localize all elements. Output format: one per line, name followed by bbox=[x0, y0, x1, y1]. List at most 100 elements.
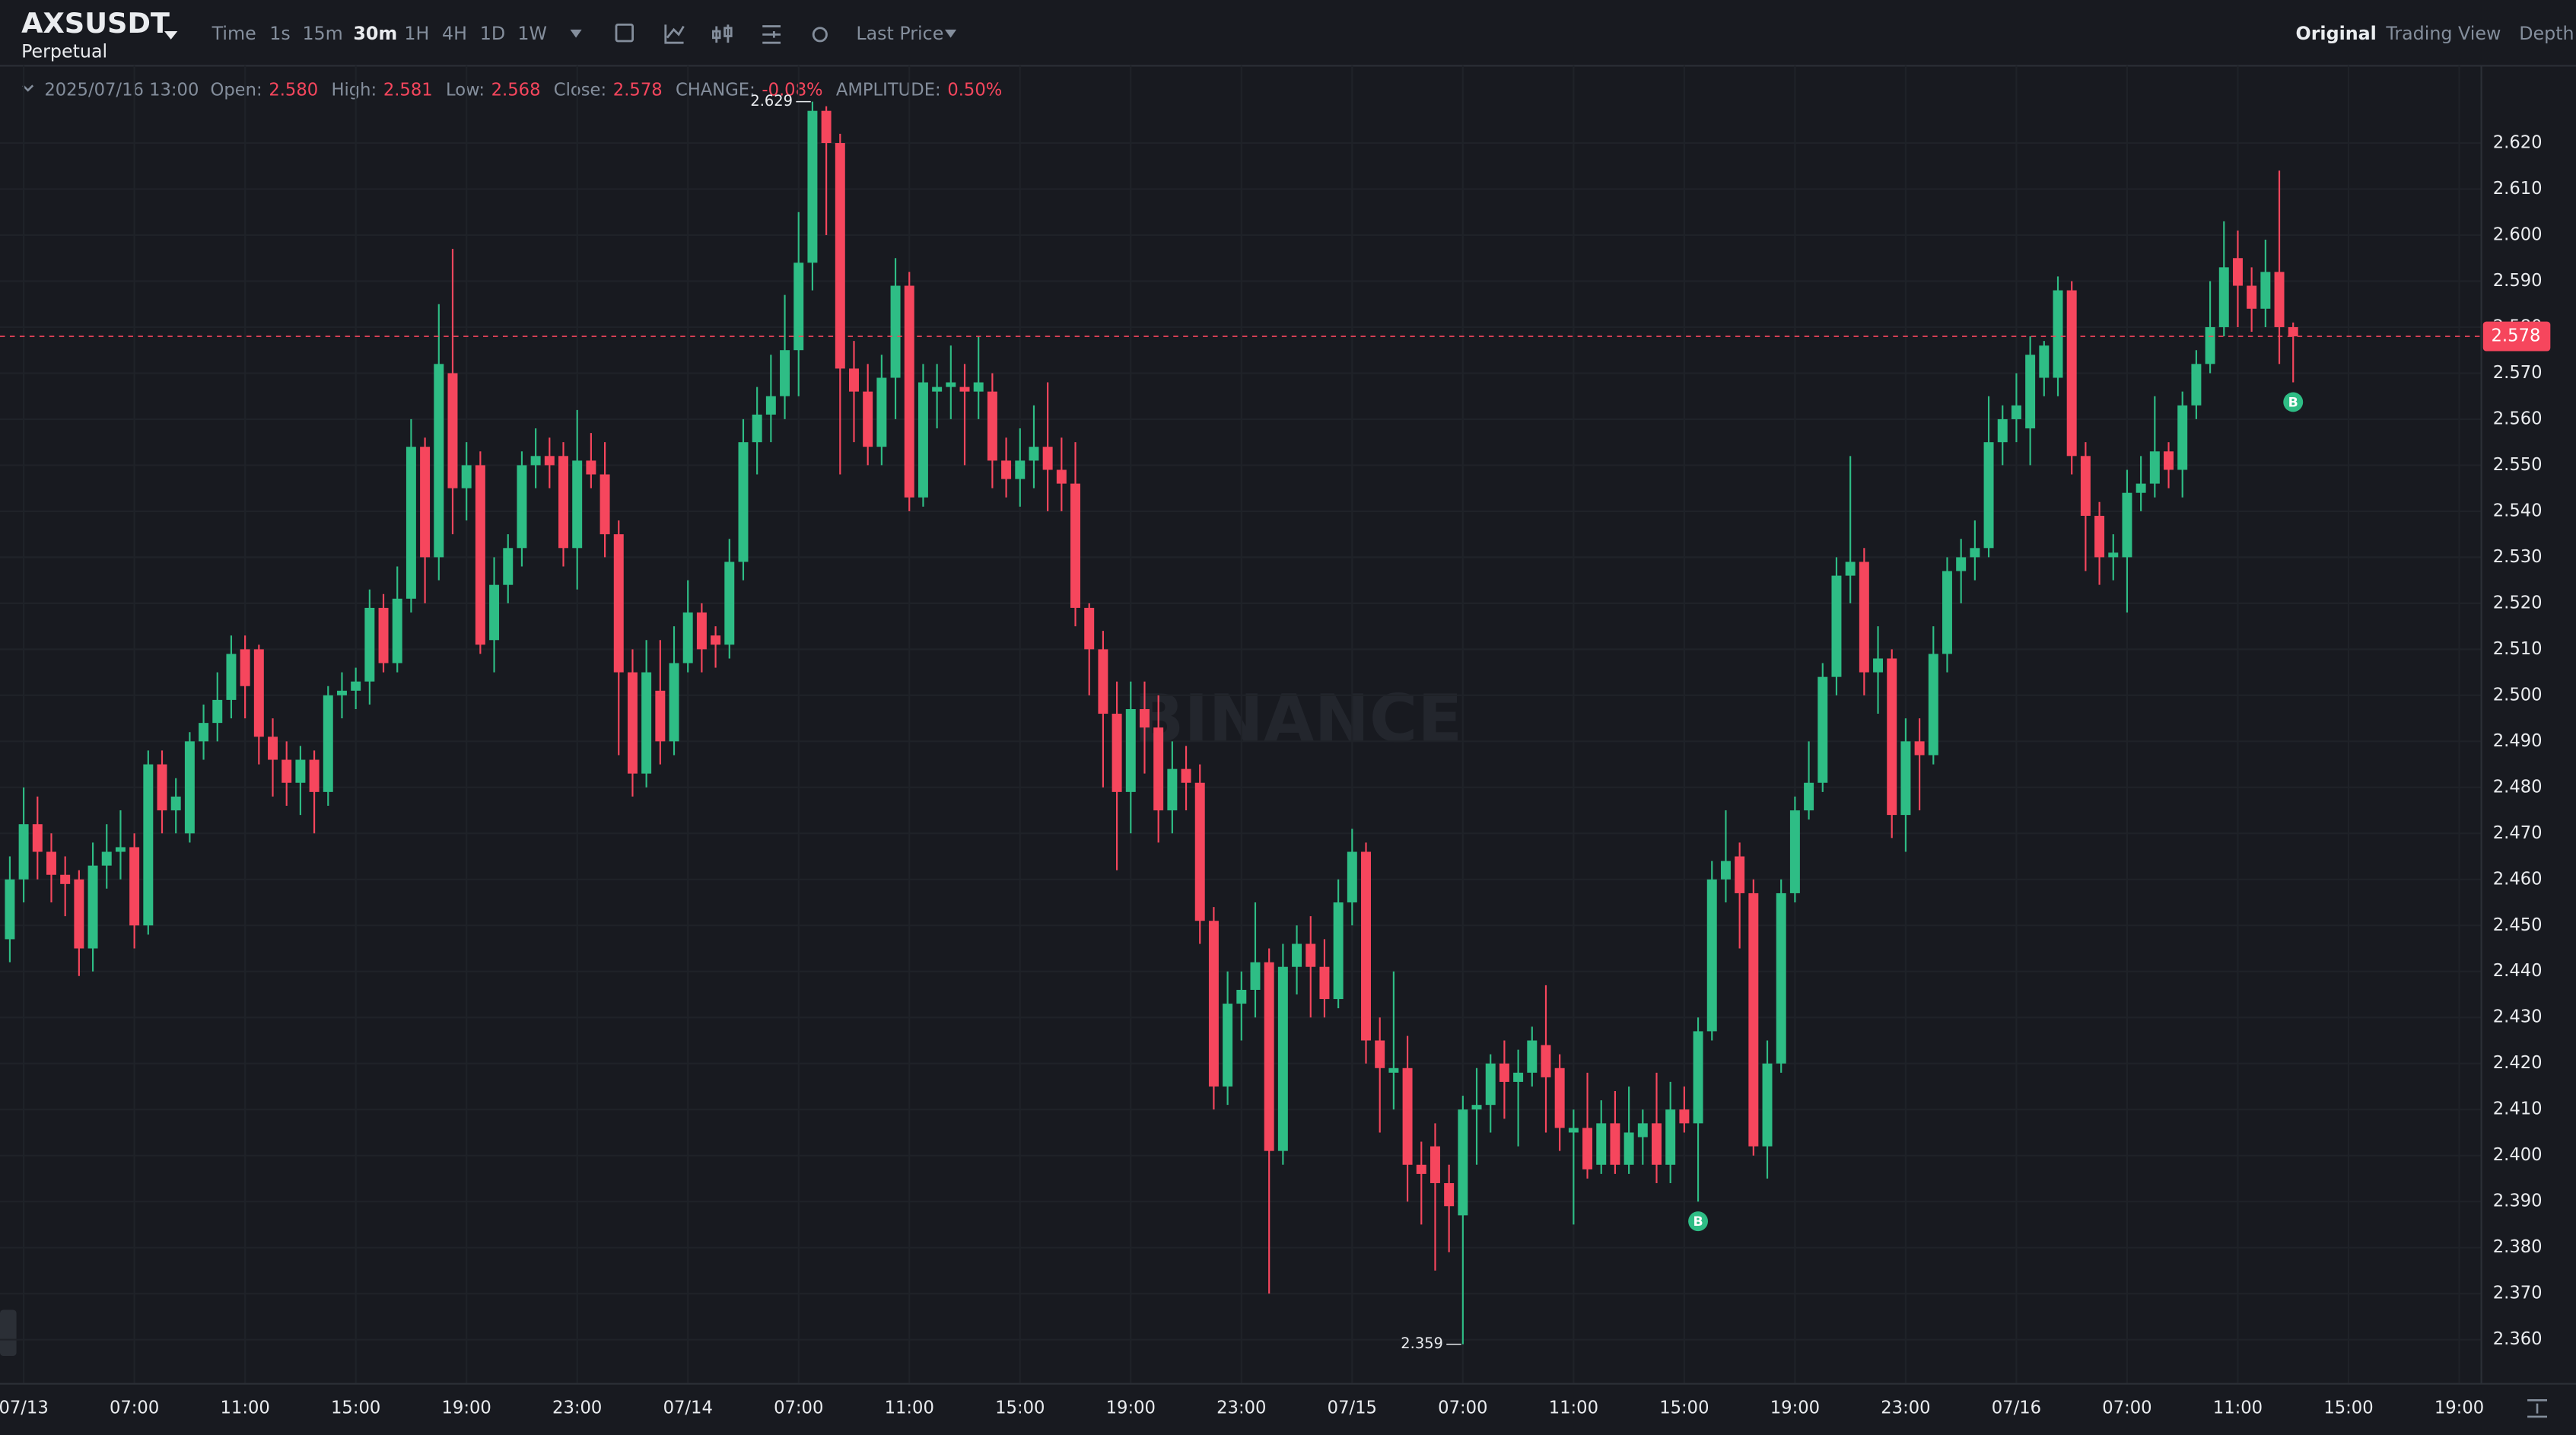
candle-body bbox=[1485, 1063, 1496, 1106]
symbol-dropdown[interactable] bbox=[164, 31, 178, 40]
candle-body bbox=[544, 456, 555, 466]
candle-body bbox=[74, 879, 84, 949]
candle-body bbox=[434, 364, 444, 558]
scale-toggle[interactable] bbox=[2527, 1399, 2548, 1418]
calendar-icon[interactable] bbox=[615, 23, 634, 43]
candle-body bbox=[2274, 272, 2285, 327]
interval-option[interactable]: 1W bbox=[517, 23, 547, 44]
info-label: High: bbox=[331, 80, 377, 100]
y-tick-label: 2.500 bbox=[2493, 685, 2543, 705]
view-tab[interactable]: Trading View bbox=[2385, 23, 2501, 44]
candle-body bbox=[946, 382, 956, 387]
y-tick-label: 2.560 bbox=[2493, 409, 2543, 428]
interval-dropdown[interactable] bbox=[570, 29, 582, 38]
candle-body bbox=[212, 699, 223, 724]
candle-body bbox=[170, 796, 181, 811]
side-panel-toggle[interactable] bbox=[0, 1309, 17, 1356]
x-tick-label: 15:00 bbox=[1659, 1398, 1709, 1418]
x-tick-label: 07/14 bbox=[663, 1398, 713, 1418]
info-value: 2.568 bbox=[491, 80, 541, 100]
x-tick-label: 19:00 bbox=[442, 1398, 491, 1418]
candle-body bbox=[1001, 460, 1012, 479]
candles bbox=[5, 101, 2298, 1344]
candle-time: 2025/07/16 13:00 bbox=[44, 80, 199, 100]
x-tick-label: 23:00 bbox=[1216, 1398, 1266, 1418]
candle-body bbox=[959, 387, 970, 392]
price-type-dropdown[interactable] bbox=[945, 29, 957, 38]
info-value: 2.581 bbox=[383, 80, 433, 100]
candle-body bbox=[682, 612, 693, 663]
candle-body bbox=[489, 584, 500, 641]
x-tick-label: 11:00 bbox=[885, 1398, 934, 1418]
candle-body bbox=[1693, 1031, 1703, 1124]
contract-type: Perpetual bbox=[21, 41, 107, 62]
interval-option[interactable]: 1s bbox=[269, 23, 290, 44]
view-tab[interactable]: Original bbox=[2296, 23, 2377, 44]
candle-body bbox=[780, 350, 790, 396]
trade-marker bbox=[1688, 1211, 1709, 1232]
candle-body bbox=[240, 649, 250, 686]
candle-body bbox=[2080, 456, 2091, 516]
trade-marker bbox=[2283, 392, 2304, 412]
y-tick-label: 2.460 bbox=[2493, 869, 2543, 889]
candle-body bbox=[101, 851, 112, 866]
candle-body bbox=[530, 456, 541, 466]
y-tick-label: 2.400 bbox=[2493, 1145, 2543, 1165]
candle-body bbox=[1624, 1132, 1634, 1165]
interval-option[interactable]: 15m bbox=[302, 23, 342, 44]
x-tick-label: 19:00 bbox=[1770, 1398, 1820, 1418]
candle-body bbox=[1541, 1045, 1551, 1077]
symbol[interactable]: AXSUSDT bbox=[21, 7, 170, 40]
y-tick-label: 2.410 bbox=[2493, 1099, 2543, 1119]
settings-icon[interactable] bbox=[812, 27, 828, 43]
candle-body bbox=[1527, 1040, 1538, 1073]
candle-body bbox=[405, 447, 416, 599]
interval-option[interactable]: 4H bbox=[442, 23, 467, 44]
info-collapse[interactable] bbox=[22, 84, 34, 92]
candle-body bbox=[1887, 658, 1897, 816]
candle-body bbox=[2247, 285, 2257, 309]
y-tick-label: 2.590 bbox=[2493, 271, 2543, 291]
candle-body bbox=[461, 465, 472, 488]
candle-body bbox=[655, 690, 666, 742]
candle-body bbox=[1513, 1072, 1524, 1082]
x-tick-label: 07:00 bbox=[110, 1398, 159, 1418]
candle-body bbox=[1900, 741, 1911, 816]
x-tick-label: 07/15 bbox=[1328, 1398, 1377, 1418]
interval-option[interactable]: 1D bbox=[480, 23, 505, 44]
x-tick-label: 07/13 bbox=[0, 1398, 49, 1418]
candle-body bbox=[1084, 607, 1095, 650]
candle-body bbox=[1706, 879, 1717, 1032]
y-tick-label: 2.550 bbox=[2493, 455, 2543, 475]
y-tick-label: 2.570 bbox=[2493, 363, 2543, 383]
layout-icon[interactable] bbox=[762, 25, 781, 44]
x-tick-label: 23:00 bbox=[552, 1398, 602, 1418]
view-tab[interactable]: Depth bbox=[2519, 23, 2574, 44]
candle-body bbox=[1720, 861, 1731, 880]
candle-body bbox=[2205, 326, 2215, 364]
chart-type-icon[interactable] bbox=[712, 24, 733, 43]
indicator-icon[interactable] bbox=[664, 24, 685, 44]
candle-body bbox=[2053, 290, 2063, 378]
y-tick-label: 2.610 bbox=[2493, 179, 2543, 199]
candle-body bbox=[517, 465, 527, 549]
candle-body bbox=[1292, 943, 1302, 967]
price-type[interactable]: Last Price bbox=[856, 23, 943, 44]
interval-option[interactable]: 1H bbox=[404, 23, 429, 44]
interval-option[interactable]: Time bbox=[211, 23, 256, 44]
candle-body bbox=[613, 534, 624, 673]
candle-body bbox=[420, 447, 431, 558]
candle-body bbox=[2260, 272, 2271, 309]
candle-body bbox=[904, 285, 914, 498]
x-tick-label: 19:00 bbox=[1106, 1398, 1156, 1418]
candle-body bbox=[1859, 562, 1869, 673]
candle-body bbox=[1983, 442, 1994, 549]
interval-option[interactable]: 30m bbox=[353, 23, 397, 44]
candle-body bbox=[2232, 258, 2243, 286]
candle-body bbox=[129, 847, 140, 926]
candle-body bbox=[1181, 768, 1191, 783]
candle-body bbox=[1831, 575, 1842, 677]
x-tick-label: 15:00 bbox=[995, 1398, 1045, 1418]
